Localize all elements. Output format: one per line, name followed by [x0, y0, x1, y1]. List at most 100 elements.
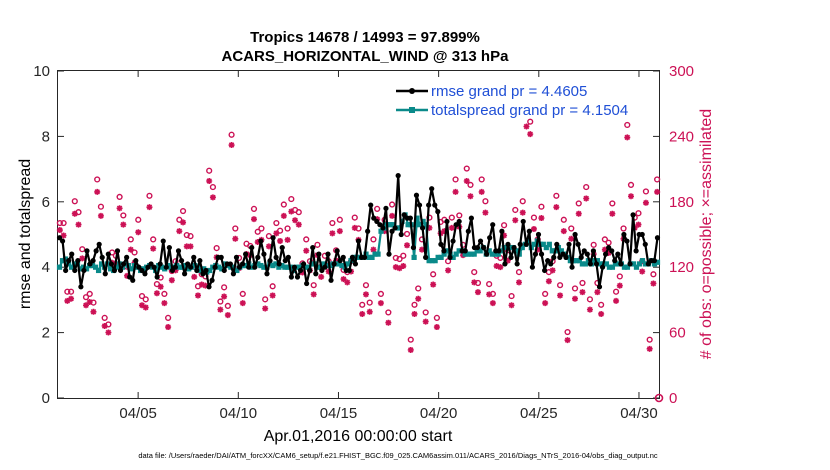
obs-possible-marker [71, 198, 78, 205]
obs-assimilated-marker [265, 243, 272, 250]
rmse-point [426, 202, 432, 208]
obs-possible-marker [403, 230, 411, 238]
obs-possible-marker [471, 269, 478, 276]
obs-assimilated-marker [441, 228, 448, 235]
obs-possible-marker [538, 203, 545, 210]
rmse-point [554, 241, 560, 247]
x-tick-label: 04/30 [620, 405, 658, 422]
left-tick-label: 4 [42, 259, 50, 276]
rmse-point [441, 248, 447, 254]
rmse-point [300, 261, 307, 267]
obs-assimilated-marker [583, 195, 590, 202]
rmse-point [615, 251, 621, 257]
obs-possible-marker [624, 121, 631, 129]
obs-assimilated-marker [161, 300, 168, 307]
obs-assimilated-marker [172, 267, 179, 274]
totalspread-point [168, 264, 174, 270]
obs-possible-marker [616, 273, 623, 280]
rmse-point [462, 248, 468, 254]
obs-assimilated-marker [180, 219, 187, 226]
obs-possible-marker [336, 216, 343, 223]
obs-possible-marker [530, 214, 538, 221]
obs-possible-marker [258, 225, 265, 232]
rmse-point [127, 274, 133, 280]
totalspread-point [441, 251, 447, 257]
obs-assimilated-marker [56, 227, 63, 234]
totalspread-point [273, 261, 279, 267]
left-tick-label: 2 [42, 325, 50, 342]
rmse-point [72, 267, 78, 274]
obs-assimilated-marker [239, 300, 246, 307]
obs-possible-marker [478, 176, 485, 183]
obs-assimilated-marker [310, 291, 317, 298]
obs-possible-marker [221, 284, 228, 291]
rmse-point [618, 261, 624, 267]
obs-assimilated-marker [325, 268, 332, 275]
obs-assimilated-marker [187, 243, 194, 250]
rmse-point [401, 212, 407, 218]
right-tick-label: 60 [669, 325, 686, 342]
obs-assimilated-marker [613, 297, 620, 304]
obs-assimilated-marker [228, 142, 235, 149]
rmse-point [346, 267, 352, 274]
obs-assimilated-marker [601, 246, 608, 253]
obs-assimilated-marker [217, 306, 224, 313]
totalspread-point [444, 248, 450, 254]
rmse-point [450, 238, 456, 244]
right-tick-label: 240 [669, 128, 694, 145]
totalspread-point [579, 261, 585, 267]
rmse-point [416, 202, 423, 208]
totalspread-point [390, 222, 396, 228]
obs-possible-marker [150, 236, 157, 243]
rmse-point [185, 261, 191, 267]
obs-assimilated-marker [586, 306, 593, 313]
obs-possible-marker [385, 309, 392, 316]
obs-possible-marker [430, 271, 437, 278]
totalspread-point [279, 262, 285, 269]
rmse-point [294, 274, 301, 280]
obs-assimilated-marker [594, 289, 601, 296]
rmse-point [438, 241, 444, 247]
rmse-point [484, 251, 490, 257]
obs-possible-marker [131, 249, 138, 256]
series-lines [56, 173, 661, 290]
totalspread-point [378, 228, 384, 234]
left-axis: 0 2 4 6 8 10 [33, 63, 64, 407]
rmse-point [99, 254, 105, 260]
totalspread-point [423, 222, 429, 228]
obs-assimilated-marker [624, 134, 631, 141]
rmse-point [96, 241, 102, 247]
obs-possible-marker [654, 176, 661, 183]
rmse-point [423, 254, 429, 260]
rmse-point [78, 284, 84, 290]
obs-possible-marker [452, 176, 459, 183]
rmse-point [520, 218, 526, 225]
obs-assimilated-marker [71, 210, 78, 217]
obs-assimilated-marker [359, 310, 366, 317]
obs-assimilated-marker [318, 273, 325, 280]
rmse-point [218, 254, 224, 260]
rmse-point [87, 261, 93, 267]
totalspread-point [429, 258, 435, 264]
obs-assimilated-marker [120, 221, 127, 228]
obs-possible-marker [583, 183, 590, 191]
rmse-point [511, 244, 517, 251]
obs-possible-marker [138, 292, 146, 300]
obs-possible-marker [269, 283, 276, 290]
rmse-point [352, 261, 359, 267]
totalspread-point [426, 258, 432, 264]
totalspread-point [68, 264, 75, 270]
totalspread-point [582, 261, 588, 267]
totalspread-point [651, 261, 658, 267]
obs-assimilated-marker [94, 188, 101, 195]
rmse-point [569, 264, 575, 270]
obs-assimilated-marker [478, 188, 485, 195]
obs-assimilated-marker [646, 345, 653, 352]
rmse-point [258, 238, 264, 244]
obs-possible-marker [239, 290, 246, 298]
x-tick-label: 04/15 [320, 405, 358, 422]
rmse-point [297, 267, 304, 274]
totalspread-point [630, 261, 637, 267]
rmse-point [480, 244, 487, 251]
